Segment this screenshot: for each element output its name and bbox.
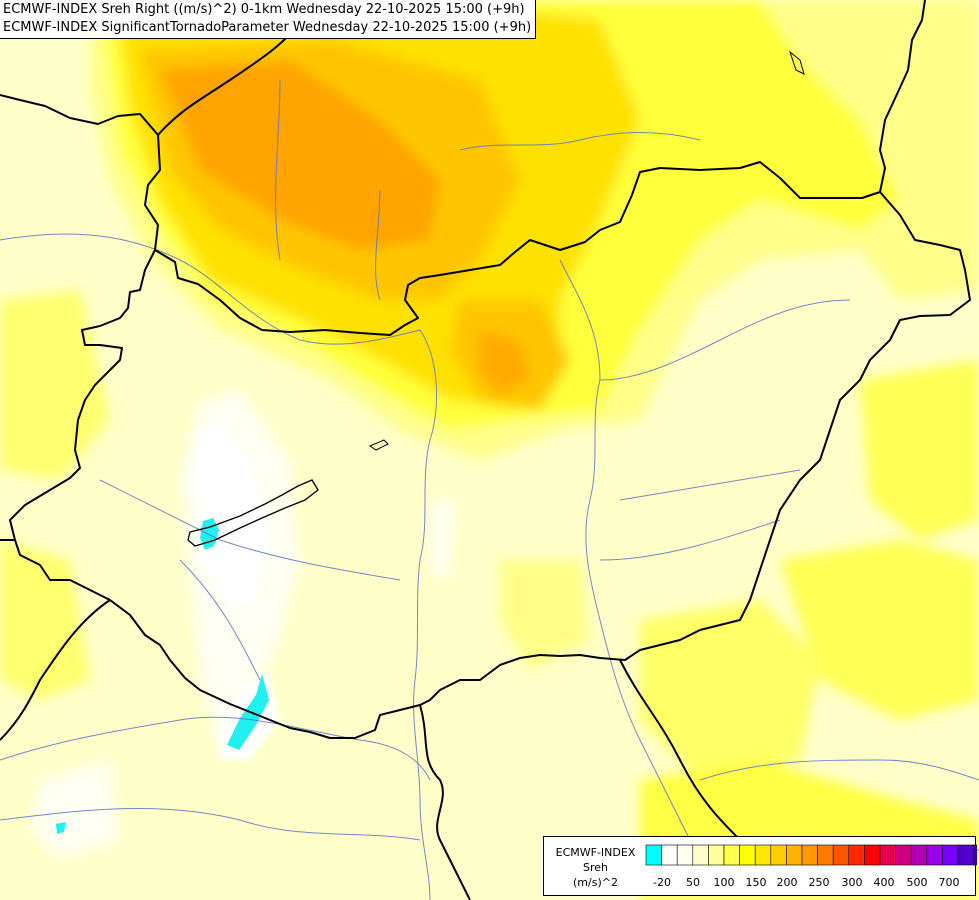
legend-swatch [973, 844, 977, 866]
title-line-stp: ECMWF-INDEX SignificantTornadoParameter … [3, 20, 532, 35]
legend-swatch [957, 844, 974, 866]
legend-tick-label: 150 [746, 876, 767, 889]
legend-swatch [879, 844, 896, 866]
legend-swatch [661, 844, 678, 866]
legend-swatch [739, 844, 756, 866]
legend-colorbar: -20 50 100 150 200 250 300 400 500 700 [645, 844, 977, 889]
legend-swatch [848, 844, 865, 866]
legend-swatch [910, 844, 928, 866]
legend-tick-label: 500 [907, 876, 928, 889]
legend-swatch [786, 844, 803, 866]
legend-swatch [676, 844, 694, 866]
legend-tick-label: 100 [714, 876, 735, 889]
lake-balaton [187, 479, 319, 547]
color-legend: ECMWF-INDEX Sreh (m/s)^2 -20 50 100 150 200 2… [543, 836, 977, 896]
legend-unit: (m/s)^2 [573, 876, 618, 889]
legend-swatch [942, 844, 959, 866]
legend-variable: Sreh [582, 861, 608, 874]
legend-swatch [708, 844, 725, 866]
legend-swatch [895, 844, 912, 866]
legend-tick-label: -20 [653, 876, 671, 889]
legend-header: ECMWF-INDEX Sreh (m/s)^2 [548, 845, 643, 890]
map-title: ECMWF-INDEX Sreh Right ((m/s)^2) 0-1km W… [0, 0, 537, 39]
title-line-sreh: ECMWF-INDEX Sreh Right ((m/s)^2) 0-1km W… [3, 2, 525, 17]
legend-tick-label: 400 [874, 876, 895, 889]
legend-swatch [770, 844, 787, 866]
legend-swatch [817, 844, 834, 866]
legend-swatch [754, 844, 772, 866]
legend-swatch [864, 844, 881, 866]
legend-swatch [723, 844, 740, 866]
legend-tick-label: 250 [809, 876, 830, 889]
legend-tick-label: 700 [939, 876, 960, 889]
legend-source: ECMWF-INDEX [555, 846, 636, 859]
legend-swatch [645, 844, 662, 866]
legend-swatch [832, 844, 850, 866]
legend-swatch [692, 844, 709, 866]
legend-tick-label: 300 [842, 876, 863, 889]
legend-tick-label: 200 [777, 876, 798, 889]
legend-tick-label: 50 [686, 876, 700, 889]
legend-swatch [926, 844, 943, 866]
legend-swatch [801, 844, 818, 866]
small-lakes [368, 50, 805, 451]
